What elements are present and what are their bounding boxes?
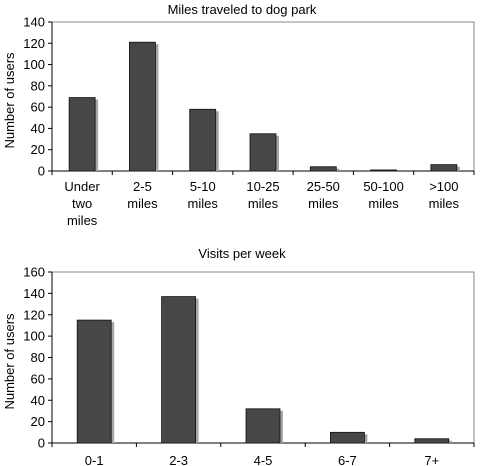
bar: [129, 41, 156, 172]
bar: [189, 108, 217, 172]
bar: [414, 438, 450, 444]
bar: [309, 166, 337, 172]
bar: [249, 133, 277, 172]
x-tick-label: 2-3: [169, 453, 188, 466]
bar: [76, 319, 112, 444]
chart-visits-per-week-svg: 0 20 40 60 80 100 120 140 160 Number of users 0-1 2…: [2, 265, 475, 466]
bar: [430, 164, 458, 172]
y-tick-label: 20: [31, 142, 45, 157]
bar: [329, 431, 365, 444]
chart-miles-traveled: Miles traveled to dog park 0 20 40 60 80 100 1…: [2, 2, 475, 228]
x-tick-label: 4-5: [254, 453, 273, 466]
x-tick-label: 5-10 miles: [188, 179, 219, 211]
x-tick-label: 10-25 miles: [246, 179, 279, 211]
y-tick-label: 60: [31, 100, 45, 115]
y-tick-label: 40: [31, 393, 45, 408]
chart-title: Miles traveled to dog park: [167, 2, 317, 17]
y-tick-label: 80: [31, 78, 45, 93]
y-axis-label: Number of users: [2, 313, 17, 410]
y-tick-label: 80: [31, 350, 45, 365]
x-tick-label: 7+: [424, 453, 439, 466]
y-tick-label: 40: [31, 121, 45, 136]
x-tick-label: 25-50 miles: [307, 179, 340, 211]
y-tick-label: 60: [31, 371, 45, 386]
bar: [68, 97, 96, 172]
y-tick-label: 120: [23, 36, 45, 51]
y-tick-label: 0: [38, 436, 45, 451]
x-tick-label: 50-100 miles: [363, 179, 403, 211]
x-tick-label: 6-7: [338, 453, 357, 466]
y-tick-label: 160: [23, 265, 45, 280]
y-axis-label: Number of users: [2, 52, 17, 149]
bar: [161, 296, 197, 444]
x-tick-label: >100 miles: [429, 179, 460, 211]
y-tick-label: 20: [31, 414, 45, 429]
y-tick-label: 120: [23, 307, 45, 322]
x-tick-label: 0-1: [85, 453, 104, 466]
x-tick-label: Under two miles: [64, 179, 100, 228]
chart-visits-per-week: Visits per week 0 20 40 60 80 100 120 140 160 Num…: [0, 244, 484, 466]
bar: [245, 408, 281, 444]
y-tick-label: 100: [23, 57, 45, 72]
chart-miles-traveled-svg: 0 20 40 60 80 100 120 140 Number of users Under tw…: [2, 15, 475, 228]
y-tick-label: 140: [23, 286, 45, 301]
x-tick-label: 2-5 miles: [127, 179, 158, 211]
y-tick-label: 140: [23, 15, 45, 30]
bar: [370, 169, 397, 172]
y-tick-label: 0: [38, 164, 45, 179]
chart-title: Visits per week: [198, 246, 286, 261]
y-tick-label: 100: [23, 329, 45, 344]
